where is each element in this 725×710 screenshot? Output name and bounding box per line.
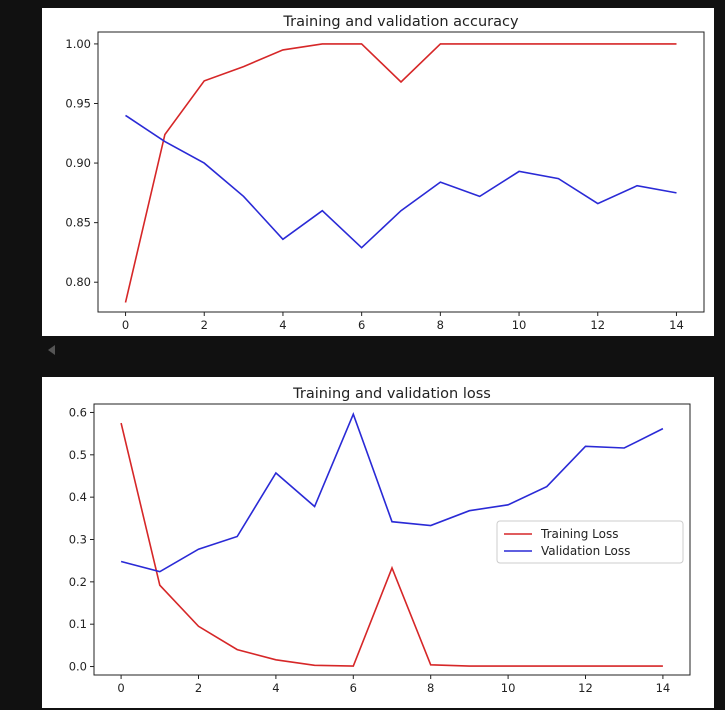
loss-x-tick-label: 8 <box>427 681 434 695</box>
accuracy-plot-frame <box>97 31 705 313</box>
loss-chart: Training and validation loss 0 2 4 6 8 10 12 14 0… <box>69 386 691 695</box>
scroll-left-arrow-icon[interactable] <box>48 345 55 355</box>
loss-series-training-line <box>120 422 663 667</box>
accuracy-x-tick-label: 14 <box>669 318 684 332</box>
accuracy-x-tick-label: 12 <box>590 318 605 332</box>
accuracy-chart: Training and validation accuracy 0 2 4 6 8 10 1… <box>65 14 705 332</box>
loss-y-tick-label: 0.2 <box>69 575 87 589</box>
loss-y-tick-label: 0.6 <box>69 405 87 419</box>
accuracy-series-validation-line <box>125 114 677 249</box>
accuracy-x-tick-label: 4 <box>279 318 286 332</box>
accuracy-series-training-line <box>124 43 677 303</box>
loss-chart-title: Training and validation loss <box>292 386 491 402</box>
loss-x-tick-label: 6 <box>350 681 357 695</box>
loss-y-tick-label: 0.0 <box>69 660 87 674</box>
accuracy-x-tick-label: 6 <box>358 318 365 332</box>
accuracy-chart-title: Training and validation accuracy <box>282 14 519 30</box>
accuracy-x-tick-label: 2 <box>201 318 208 332</box>
accuracy-x-tick-label: 10 <box>512 318 527 332</box>
loss-series-validation-line <box>120 411 664 573</box>
loss-x-tick-label: 0 <box>117 681 124 695</box>
accuracy-y-tick-label: 1.00 <box>65 37 91 51</box>
accuracy-chart-panel: Training and validation accuracy 0 2 4 6 8 10 1… <box>42 8 714 336</box>
loss-x-tick-label: 10 <box>501 681 516 695</box>
accuracy-y-tick-label: 0.95 <box>65 96 91 110</box>
loss-y-tick-label: 0.5 <box>69 448 87 462</box>
loss-legend <box>496 520 684 564</box>
loss-x-tick-label: 14 <box>656 681 671 695</box>
accuracy-x-tick-label: 8 <box>437 318 444 332</box>
loss-chart-panel: Training and validation loss 0 2 4 6 8 10 12 14 0… <box>42 377 714 708</box>
accuracy-y-tick-label: 0.80 <box>65 275 91 289</box>
loss-y-tick-label: 0.1 <box>69 617 87 631</box>
loss-y-tick-label: 0.3 <box>69 533 87 547</box>
loss-legend-label: Training Loss <box>540 527 618 541</box>
loss-x-tick-label: 2 <box>195 681 202 695</box>
loss-legend-label: Validation Loss <box>541 544 630 558</box>
loss-x-tick-label: 4 <box>272 681 279 695</box>
accuracy-y-tick-label: 0.90 <box>65 156 91 170</box>
loss-y-tick-label: 0.4 <box>69 490 87 504</box>
accuracy-y-tick-label: 0.85 <box>65 216 91 230</box>
accuracy-x-tick-label: 0 <box>122 318 129 332</box>
loss-x-tick-label: 12 <box>578 681 593 695</box>
